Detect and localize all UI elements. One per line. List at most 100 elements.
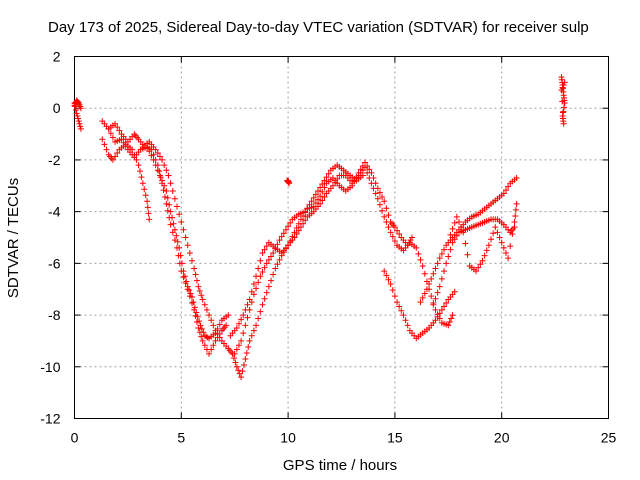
data-point <box>167 221 174 228</box>
data-point <box>148 152 155 159</box>
data-point <box>159 156 166 163</box>
data-point <box>198 292 205 299</box>
data-point <box>193 277 200 284</box>
data-point <box>321 193 328 200</box>
data-point <box>485 242 492 249</box>
data-point <box>559 84 566 91</box>
data-point <box>368 169 375 176</box>
data-point <box>268 277 275 284</box>
data-point <box>240 362 247 369</box>
data-point <box>317 200 324 207</box>
data-point <box>235 367 242 374</box>
data-point <box>248 332 255 339</box>
data-point <box>449 225 456 232</box>
data-point <box>284 178 291 185</box>
data-point <box>513 175 520 182</box>
data-point <box>421 290 428 297</box>
y-tick-label: 2 <box>53 49 61 65</box>
data-point <box>120 139 127 146</box>
data-point <box>391 293 398 300</box>
data-point <box>419 262 426 269</box>
data-point <box>434 260 441 267</box>
data-point <box>75 115 82 122</box>
data-point <box>475 264 482 271</box>
data-point <box>186 250 193 257</box>
data-point <box>253 285 260 292</box>
data-point <box>144 198 151 205</box>
data-point <box>208 317 215 324</box>
data-point <box>512 206 519 213</box>
data-point <box>364 162 371 169</box>
x-tick-label: 25 <box>601 430 617 446</box>
x-tick-label: 15 <box>387 430 403 446</box>
data-point <box>394 299 401 306</box>
series-sat-g <box>381 268 458 342</box>
data-point <box>404 242 411 249</box>
data-point <box>235 342 242 349</box>
data-point <box>449 312 456 319</box>
data-point <box>329 182 336 189</box>
data-point <box>512 212 519 219</box>
x-axis-label: GPS time / hours <box>283 457 397 474</box>
data-point <box>394 227 401 234</box>
data-point <box>170 220 177 227</box>
data-point <box>560 120 567 127</box>
series-sat-l <box>284 177 293 187</box>
data-point <box>265 256 272 263</box>
data-point <box>75 99 82 106</box>
data-point <box>507 243 514 250</box>
data-point <box>312 200 319 207</box>
data-point <box>389 287 396 294</box>
data-point <box>191 265 198 272</box>
data-point <box>145 210 152 217</box>
data-point <box>135 162 142 169</box>
data-point <box>165 172 172 179</box>
data-point <box>164 207 171 214</box>
data-point <box>101 141 108 148</box>
data-point <box>184 283 191 290</box>
data-point <box>169 214 176 221</box>
data-point <box>154 150 161 157</box>
y-tick-label: 0 <box>53 100 61 116</box>
data-point <box>291 229 298 236</box>
data-point <box>310 203 317 210</box>
data-point <box>180 268 187 275</box>
data-point <box>242 322 249 329</box>
data-point <box>400 312 407 319</box>
data-point <box>396 303 403 310</box>
data-point <box>263 243 270 250</box>
data-point <box>233 346 240 353</box>
data-point <box>451 219 458 226</box>
data-point <box>180 274 187 281</box>
data-point <box>244 301 251 308</box>
data-point <box>137 168 144 175</box>
data-point <box>176 244 183 251</box>
data-point <box>246 337 253 344</box>
data-point <box>250 281 257 288</box>
data-point <box>455 218 462 225</box>
data-point <box>293 225 300 232</box>
data-point <box>248 299 255 306</box>
data-point <box>236 370 243 377</box>
data-point <box>505 183 512 190</box>
data-point <box>253 322 260 329</box>
data-point <box>150 156 157 163</box>
grid-lines <box>74 56 609 419</box>
data-point <box>112 153 119 160</box>
y-tick-label: -10 <box>40 359 60 375</box>
data-point <box>161 193 168 200</box>
data-point <box>432 317 439 324</box>
data-point <box>464 251 471 258</box>
data-point <box>417 299 424 306</box>
data-point <box>242 356 249 363</box>
data-point <box>239 368 246 375</box>
data-point <box>436 255 443 262</box>
data-point <box>473 268 480 275</box>
data-point <box>196 287 203 294</box>
series-sat-b <box>99 118 230 357</box>
data-point <box>502 250 509 257</box>
data-point <box>193 309 200 316</box>
data-point <box>385 212 392 219</box>
data-point <box>182 234 189 241</box>
y-tick-label: -8 <box>48 307 61 323</box>
